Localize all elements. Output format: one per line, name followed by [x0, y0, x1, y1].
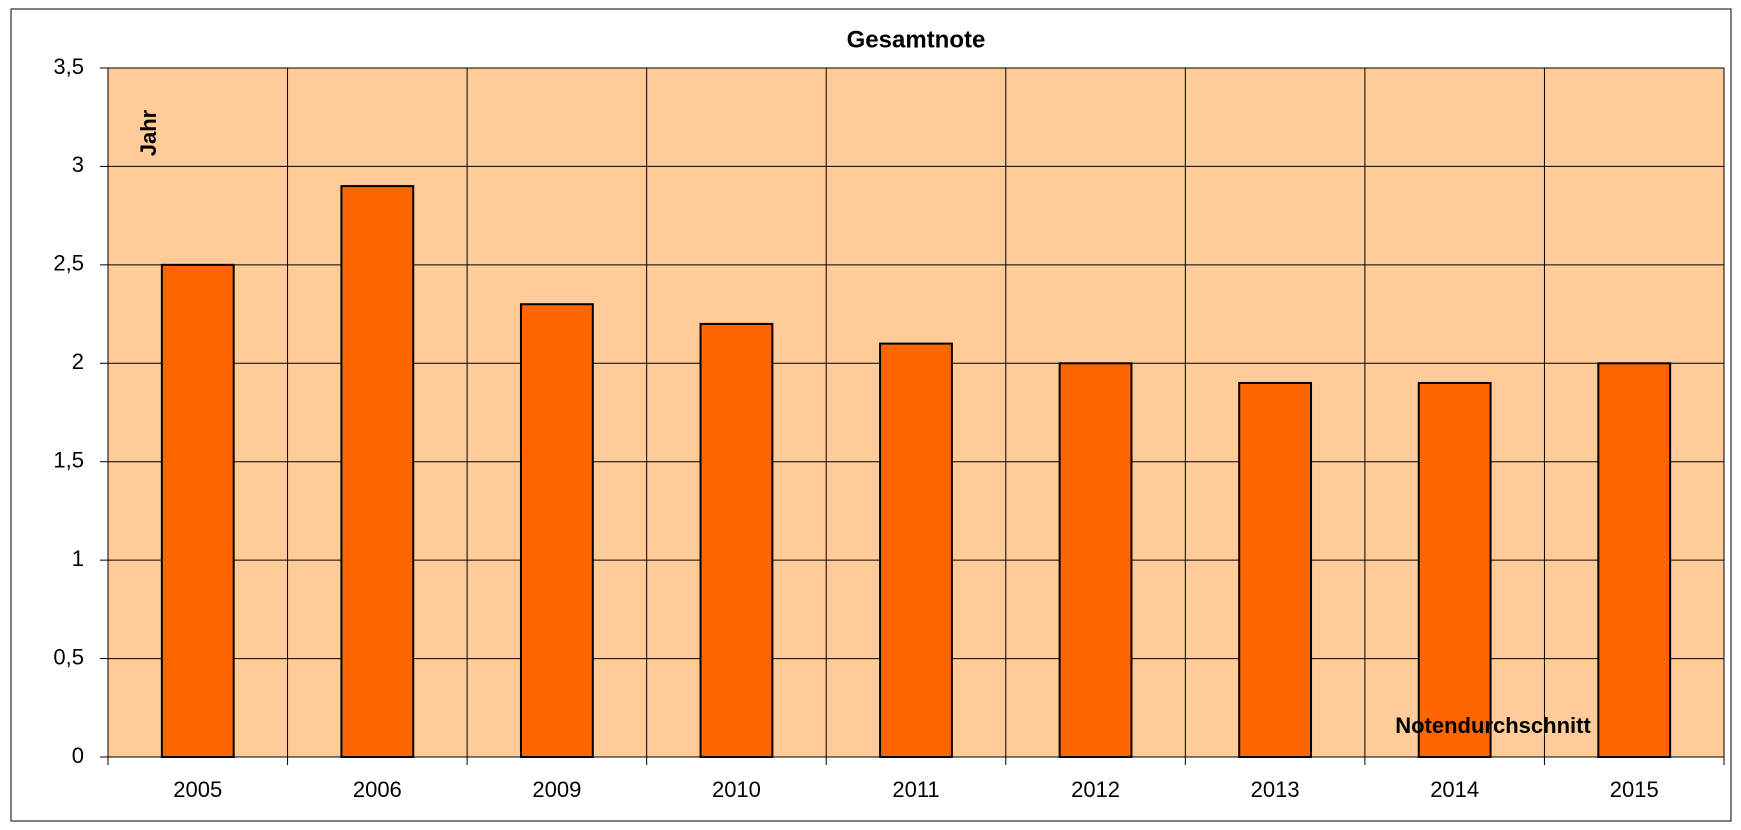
- y-tick-label: 0,5: [53, 644, 84, 669]
- bar: [699, 322, 774, 758]
- annotation: Jahr: [136, 109, 161, 156]
- y-tick-label: 3: [72, 152, 84, 177]
- y-tick-label: 2,5: [53, 251, 84, 276]
- y-tick-label: 1: [72, 546, 84, 571]
- bar: [879, 342, 953, 758]
- bar: [519, 303, 594, 758]
- y-tick-label: 0: [72, 743, 84, 768]
- bar: [1417, 381, 1492, 758]
- x-tick-label: 2005: [173, 777, 222, 802]
- bar: [1238, 381, 1313, 758]
- x-tick-label: 2009: [532, 777, 581, 802]
- y-tick-label: 1,5: [53, 448, 84, 473]
- bar: [340, 185, 415, 759]
- x-tick-label: 2010: [712, 777, 761, 802]
- x-tick-label: 2011: [892, 777, 939, 802]
- x-tick-label: 2014: [1430, 777, 1479, 802]
- y-tick-label: 2: [72, 349, 84, 374]
- chart-title: Gesamtnote: [847, 26, 986, 53]
- bar: [160, 263, 235, 758]
- bar: [1058, 362, 1133, 758]
- bar: [1597, 362, 1672, 758]
- x-tick-label: 2006: [353, 777, 402, 802]
- y-tick-label: 3,5: [53, 54, 84, 79]
- annotation: Notendurchschnitt: [1395, 713, 1591, 738]
- x-tick-label: 2012: [1071, 777, 1120, 802]
- x-tick-label: 2013: [1251, 777, 1300, 802]
- x-tick-label: 2015: [1610, 777, 1659, 802]
